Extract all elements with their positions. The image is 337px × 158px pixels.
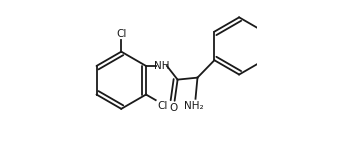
Text: O: O — [169, 103, 178, 113]
Text: NH₂: NH₂ — [184, 101, 204, 111]
Text: Cl: Cl — [116, 29, 126, 39]
Text: Cl: Cl — [157, 101, 167, 111]
Text: NH: NH — [154, 61, 169, 71]
